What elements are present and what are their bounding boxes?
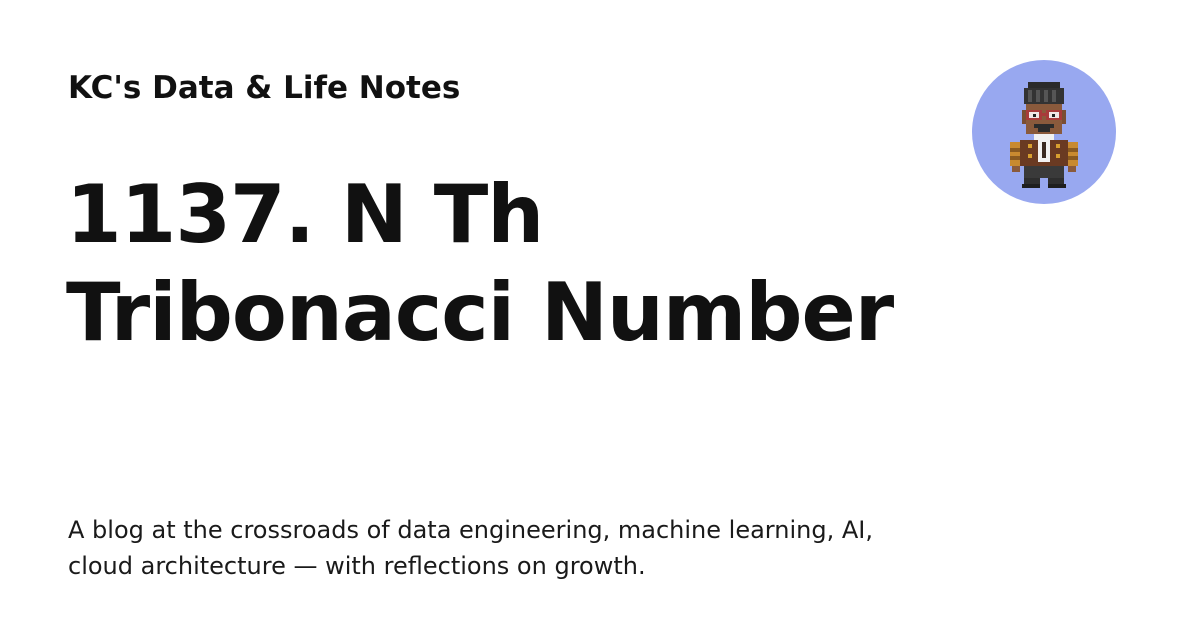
avatar — [972, 60, 1116, 204]
post-title: 1137. N Th Tribonacci Number — [66, 168, 894, 359]
blog-description: A blog at the crossroads of data enginee… — [68, 516, 873, 580]
pixel-art-person-icon — [1010, 82, 1078, 188]
site-name: KC's Data & Life Notes — [68, 70, 461, 106]
